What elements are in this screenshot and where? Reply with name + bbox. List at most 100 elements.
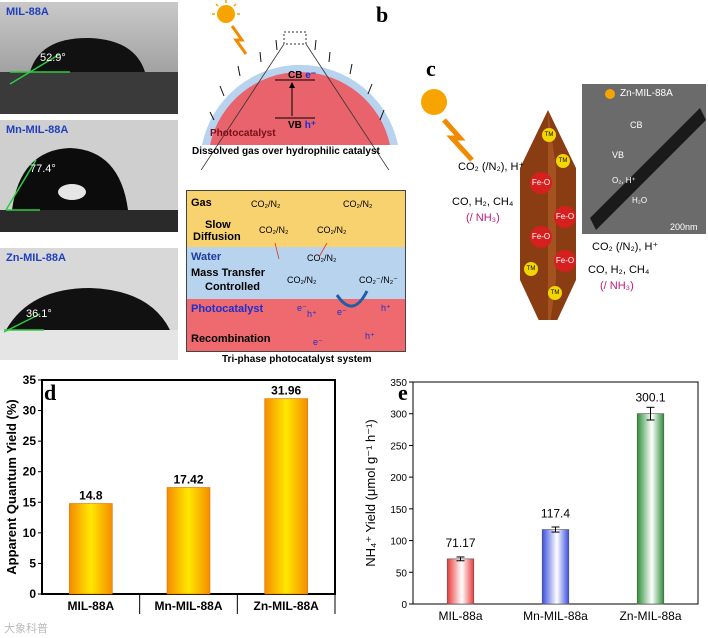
hole-3: h⁺: [365, 331, 375, 341]
droplet-3-graphic: [0, 248, 178, 360]
tm-node-3: TM: [524, 262, 538, 276]
droplet-1-graphic: [0, 2, 178, 114]
gas-arrows: [209, 39, 385, 121]
hole-2: h⁺: [381, 303, 391, 313]
left-reactants: CO₂ (/N₂), H⁺: [458, 161, 525, 173]
x-tick-label: Mn-MIL-88a: [523, 609, 588, 623]
droplet-1-title: MIL-88A: [6, 6, 49, 18]
y-tick-label: 300: [390, 410, 407, 421]
data-label: 71.17: [445, 536, 475, 550]
photocatalyst-dome: [210, 72, 390, 145]
inset-scale: 200nm: [670, 222, 698, 232]
y-tick-label: 30: [23, 404, 37, 418]
bar: [541, 529, 570, 605]
tm-label-1: TM: [544, 132, 554, 138]
y-tick-label: 15: [23, 495, 37, 509]
y-tick-label: 35: [23, 373, 37, 387]
hemisphere-diagram: [200, 0, 398, 170]
data-label: 300.1: [635, 391, 665, 405]
x-tick-label: MIL-88A: [67, 599, 114, 613]
electron-3: e⁻: [313, 337, 323, 347]
y-axis-label: Apparent Quantum Yield (%): [4, 399, 19, 575]
bar: [264, 398, 308, 595]
contact-angle-image-1: MIL-88A 52.9°: [0, 2, 178, 114]
water-species-1: CO₂/N₂: [307, 253, 337, 263]
triphase-box: Gas Slow Diffusion Water Mass Transfer C…: [186, 190, 406, 352]
x-tick-label: Zn-MIL-88A: [254, 599, 320, 613]
data-label: 31.96: [271, 384, 301, 398]
y-axis-label: NH₄⁺ Yield (μmol g⁻¹ h⁻¹): [363, 419, 378, 567]
left-products: CO, H₂, CH₄: [452, 196, 514, 208]
x-tick-label: MIL-88a: [438, 609, 482, 623]
inset-cb: CB: [630, 120, 643, 130]
y-tick-label: 350: [390, 378, 407, 389]
vb-text: VB: [288, 120, 302, 131]
photocatalyst-layer: [187, 299, 405, 351]
droplet-1-angle: 52.9°: [40, 52, 66, 64]
caption-triphase: Tri-phase photocatalyst system: [222, 354, 372, 365]
caption-dissolved-gas: Dissolved gas over hydrophilic catalyst: [192, 146, 380, 157]
electron-1: e⁻: [297, 303, 307, 313]
droplet-2-title: Mn-MIL-88A: [6, 124, 69, 136]
mass-transfer-label: Mass Transfer: [191, 267, 265, 279]
tm-node-2: TM: [556, 154, 570, 168]
hole-1: h⁺: [307, 309, 317, 319]
feo-node-4: Fe-O: [554, 250, 576, 272]
panel-label-d: d: [44, 380, 57, 405]
right-products: CO, H₂, CH₄: [588, 264, 650, 276]
chart-aqy: 0 5 10 15 20 25 30 35 14.8 MIL-88A 17.42 Mn-MIL-88A…: [4, 373, 336, 614]
rod-highlight: [548, 110, 556, 320]
vb-hole: h⁺: [304, 120, 317, 131]
x-tick-label: Mn-MIL-88A: [155, 599, 223, 613]
controlled-label: Controlled: [205, 281, 260, 293]
bar: [166, 487, 211, 595]
left-nh3: (/ NH₃): [466, 212, 500, 224]
panel-label-c: c: [426, 56, 436, 81]
droplet-3-angle: 36.1°: [26, 308, 52, 320]
vb-label: VB h⁺: [288, 120, 316, 131]
contact-angle-image-3: Zn-MIL-88A 36.1°: [0, 248, 178, 360]
feo-label-4: Fe-O: [555, 256, 575, 265]
right-nh3: (/ NH₃): [600, 280, 634, 292]
feo-label-2: Fe-O: [555, 212, 575, 221]
lightning-icon: [230, 25, 248, 55]
lightning-icon-c: [442, 118, 474, 162]
y-tick-label: 200: [390, 473, 407, 484]
y-tick-label: 25: [23, 434, 37, 448]
tm-node-1: TM: [542, 128, 556, 142]
tm-label-2: TM: [558, 158, 568, 164]
chart-nh4-yield: 0 50 100 150 200 250 300 350 71.17 MIL-88a 117.4 Mn…: [363, 378, 699, 623]
feo-label-3: Fe-O: [531, 232, 551, 241]
droplet-2-graphic: [0, 120, 178, 232]
electron-2: e⁻: [337, 307, 347, 317]
reaction-arrows: [274, 242, 369, 308]
feo-node-3: Fe-O: [530, 226, 552, 248]
cb-label: CB e⁻: [288, 70, 316, 81]
y-tick-label: 20: [23, 465, 37, 479]
watermark: 大象科普: [4, 623, 48, 635]
cb-electron: e⁻: [305, 70, 317, 81]
droplet-3-title: Zn-MIL-88A: [6, 252, 66, 264]
photocatalyst-label: Photocatalyst: [210, 128, 276, 139]
sun-rays-icon: [212, 0, 240, 15]
x-tick-label: Zn-MIL-88a: [619, 609, 681, 623]
inset-h2o: H₂O: [632, 196, 648, 205]
inset-o2h: O₂, H⁺: [612, 176, 636, 185]
water-species-ion: CO₂⁻/N₂⁻: [359, 275, 398, 285]
y-tick-label: 10: [23, 526, 37, 540]
data-label: 14.8: [79, 489, 103, 503]
panel-label-b: b: [376, 2, 389, 27]
cb-text: CB: [288, 70, 303, 81]
gas-species-2: CO₂/N₂: [343, 199, 373, 209]
y-tick-label: 50: [396, 568, 408, 579]
feo-label-1: Fe-O: [531, 178, 551, 187]
sun-icon: [217, 5, 235, 23]
slow-label: Slow: [205, 219, 231, 231]
y-tick-label: 5: [29, 556, 36, 570]
feo-node-2: Fe-O: [554, 206, 576, 228]
zoom-box: [283, 31, 307, 45]
y-tick-label: 250: [390, 441, 407, 452]
recombination-label: Recombination: [191, 333, 271, 345]
y-tick-label: 0: [29, 587, 36, 601]
zoom-line-right: [305, 43, 390, 170]
